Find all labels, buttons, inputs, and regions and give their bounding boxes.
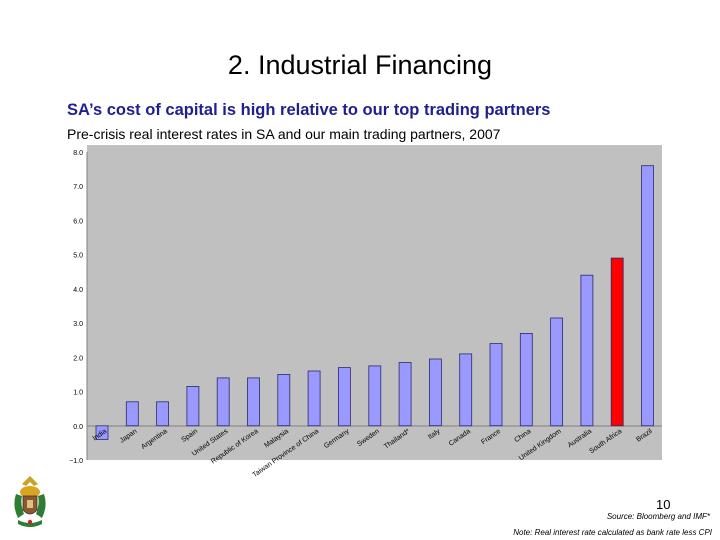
bar-canada [459, 353, 473, 427]
bar-thailand [398, 362, 412, 427]
y-tick-label: −1.0 [69, 458, 83, 465]
bar-united-kingdom [550, 317, 563, 427]
bar-germany [337, 367, 351, 427]
page-number: 10 [656, 497, 671, 512]
chart-caption: Pre-crisis real interest rates in SA and… [67, 126, 501, 142]
y-tick-label: 0.0 [73, 424, 83, 431]
bar-china [519, 332, 533, 427]
bar-sweden [368, 365, 382, 427]
y-tick-label: 6.0 [73, 218, 83, 225]
bar-malaysia [277, 373, 291, 427]
slide-subtitle: SA’s cost of capital is high relative to… [67, 101, 551, 119]
bar-argentina [156, 401, 170, 427]
bar-taiwan-province-of-china [307, 370, 321, 427]
bar-australia [580, 274, 594, 427]
bar-japan [125, 401, 139, 427]
y-tick-label: 1.0 [73, 390, 83, 397]
bar-republic-of-korea [247, 377, 260, 427]
y-tick-label: 5.0 [73, 253, 83, 260]
footnote: Note: Real interest rate calculated as b… [513, 528, 712, 537]
bar-france [489, 343, 503, 427]
y-tick-label: 8.0 [73, 150, 83, 157]
y-tick-label: 7.0 [73, 184, 83, 191]
y-tick-label: 3.0 [73, 321, 83, 328]
slide-title: 2. Industrial Financing [227, 50, 493, 80]
bar-india [95, 425, 109, 440]
coat-of-arms-logo [14, 476, 46, 527]
y-tick-label: 2.0 [73, 355, 83, 362]
bar-brazil [641, 165, 654, 427]
source-note: Source: Bloomberg and IMF* [606, 512, 710, 521]
bars [95, 165, 654, 440]
y-tick-labels: −1.0 0.0 1.0 2.0 3.0 4.0 5.0 6.0 7.0 8.0 [69, 150, 83, 465]
bar-spain [186, 385, 200, 427]
y-tick-label: 4.0 [73, 287, 83, 294]
bar-united-states [216, 377, 230, 427]
bar-south-africa [610, 257, 624, 427]
bar-italy [428, 358, 442, 427]
